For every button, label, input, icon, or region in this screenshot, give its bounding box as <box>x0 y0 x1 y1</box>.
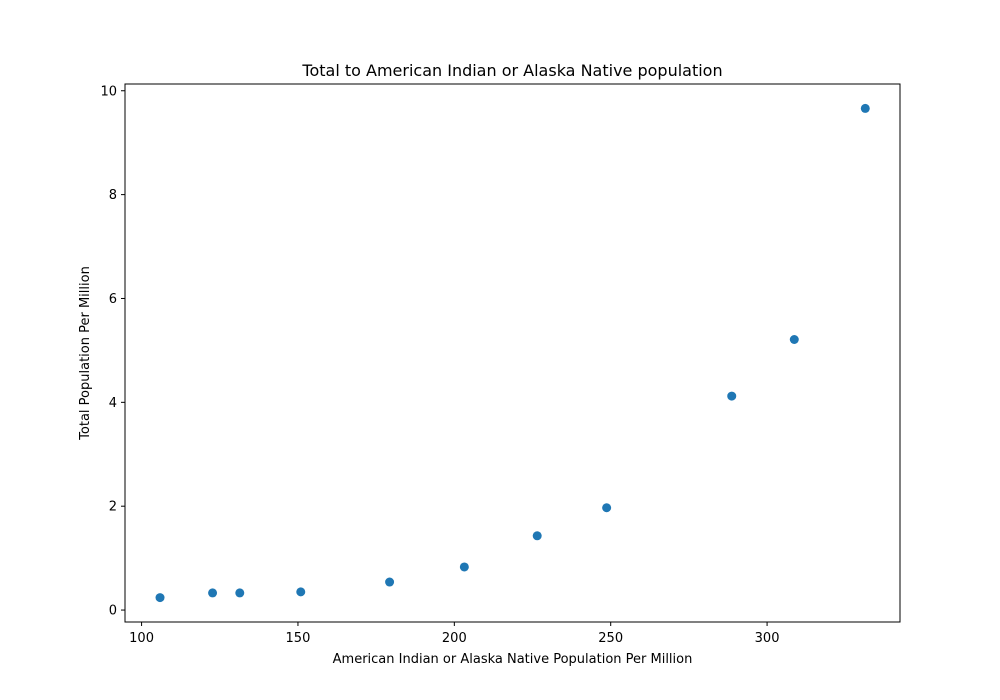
y-tick-label: 8 <box>109 188 117 203</box>
data-point <box>385 577 395 587</box>
x-tick-label: 250 <box>598 631 623 646</box>
x-tick-label: 300 <box>755 631 780 646</box>
data-point <box>789 334 799 344</box>
data-point <box>860 103 870 113</box>
y-tick-label: 10 <box>100 84 117 99</box>
plot-area <box>155 103 870 603</box>
data-point <box>208 588 218 598</box>
axes-frame <box>124 83 901 623</box>
data-point <box>532 531 542 541</box>
x-axis-label: American Indian or Alaska Native Populat… <box>333 652 693 667</box>
data-point <box>155 593 165 603</box>
x-tick-label: 100 <box>129 631 154 646</box>
chart-title: Total to American Indian or Alaska Nativ… <box>301 61 722 80</box>
data-point <box>602 503 612 513</box>
y-axis-label: Total Population Per Million <box>78 266 93 441</box>
data-point <box>459 562 469 572</box>
data-point <box>235 588 245 598</box>
y-tick-label: 6 <box>109 292 117 307</box>
data-point <box>296 587 306 597</box>
x-tick-label: 150 <box>286 631 311 646</box>
y-tick-label: 0 <box>109 604 117 619</box>
data-point <box>727 391 737 401</box>
x-tick-label: 200 <box>442 631 467 646</box>
y-tick-label: 4 <box>109 396 117 411</box>
y-tick-label: 2 <box>109 500 117 515</box>
